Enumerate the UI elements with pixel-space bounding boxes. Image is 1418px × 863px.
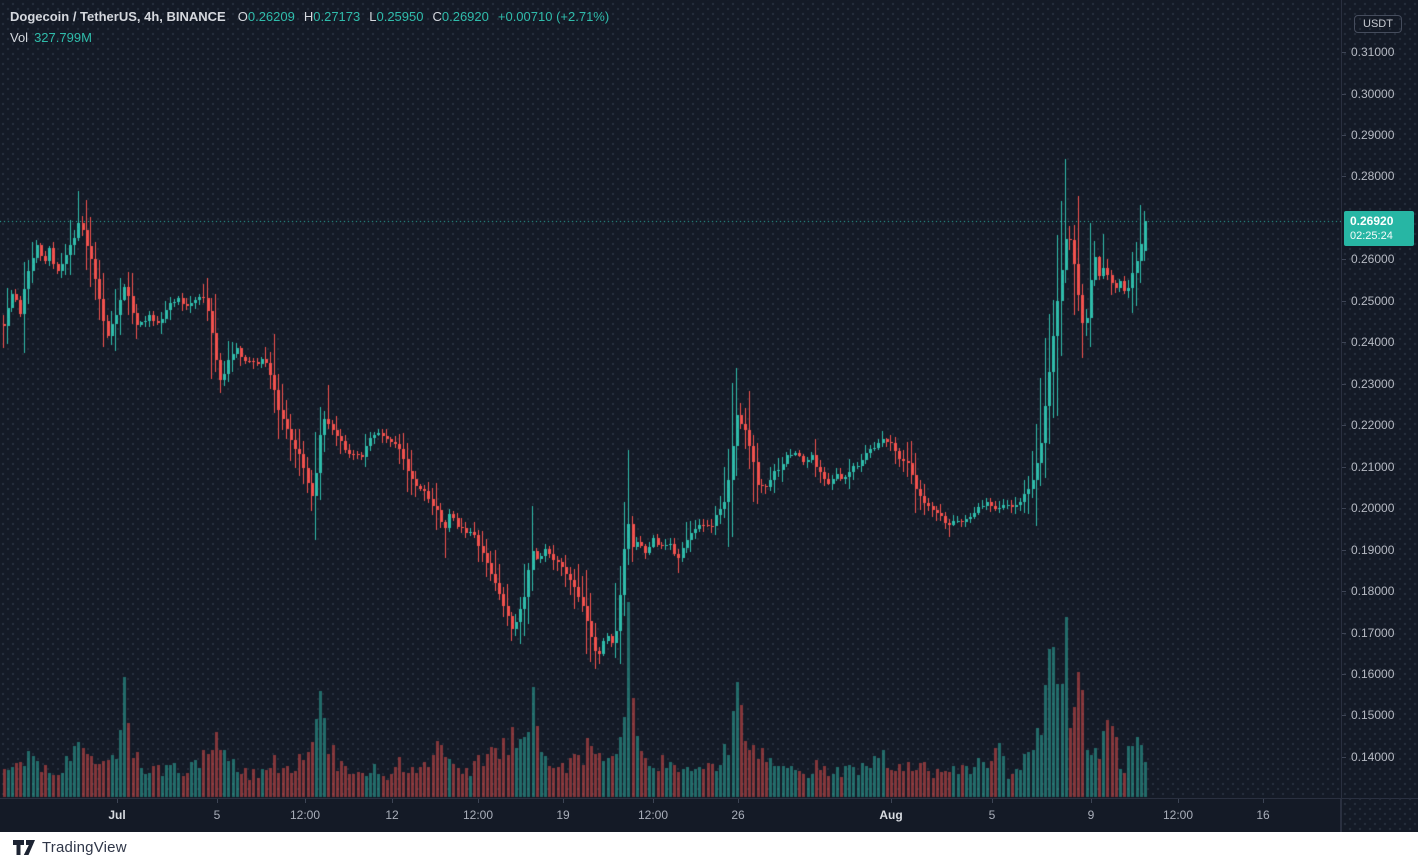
axis-corner-separator <box>1340 799 1341 833</box>
price-axis-tick <box>1342 135 1346 136</box>
price-axis-tick <box>1342 384 1346 385</box>
symbol-header: Dogecoin / TetherUS, 4h, BINANCE O0.26209… <box>10 7 609 48</box>
time-axis-label: Jul <box>108 808 126 822</box>
price-pane[interactable]: Dogecoin / TetherUS, 4h, BINANCE O0.26209… <box>0 0 1341 798</box>
time-axis-label: 26 <box>731 808 745 822</box>
price-axis-tick <box>1342 550 1346 551</box>
price-axis-label: 0.21000 <box>1351 460 1395 474</box>
ohlc-row: Dogecoin / TetherUS, 4h, BINANCE O0.26209… <box>10 7 609 27</box>
tradingview-brand[interactable]: TradingView <box>42 839 127 856</box>
price-axis-label: 0.25000 <box>1351 294 1395 308</box>
change-value: +0.00710 (+2.71%) <box>497 9 610 24</box>
footer-bar: TradingView <box>0 832 1418 863</box>
price-axis-tick <box>1342 52 1346 53</box>
time-axis-tick <box>117 799 118 803</box>
price-axis-tick <box>1342 715 1346 716</box>
time-axis-tick <box>392 799 393 803</box>
time-axis-label: 19 <box>556 808 570 822</box>
price-axis-tick <box>1342 467 1346 468</box>
price-canvas[interactable] <box>0 0 1341 798</box>
price-axis-tick <box>1342 633 1346 634</box>
price-axis-label: 0.24000 <box>1351 335 1395 349</box>
volume-value: 327.799M <box>34 30 92 45</box>
price-axis-tick <box>1342 342 1346 343</box>
time-axis-label: 5 <box>988 808 996 822</box>
price-axis-label: 0.30000 <box>1351 87 1395 101</box>
time-axis-label: Aug <box>879 808 903 822</box>
time-axis-label: 12:00 <box>289 808 321 822</box>
time-axis-label: 5 <box>213 808 221 822</box>
close-value: C0.26920 <box>432 9 489 24</box>
price-axis-label: 0.19000 <box>1351 543 1395 557</box>
last-price-badge: 0.26920 02:25:24 <box>1344 211 1414 246</box>
price-axis-tick <box>1342 176 1346 177</box>
last-price-value: 0.26920 <box>1350 214 1394 228</box>
price-axis-tick <box>1342 674 1346 675</box>
price-axis-label: 0.28000 <box>1351 169 1395 183</box>
time-axis-tick <box>305 799 306 803</box>
time-axis-tick <box>1263 799 1264 803</box>
time-axis-tick <box>478 799 479 803</box>
price-axis-label: 0.26000 <box>1351 252 1395 266</box>
time-axis-label: 12 <box>385 808 399 822</box>
price-axis-label: 0.22000 <box>1351 418 1395 432</box>
price-axis-label: 0.18000 <box>1351 584 1395 598</box>
time-axis-label: 9 <box>1087 808 1095 822</box>
time-axis-tick <box>217 799 218 803</box>
bar-countdown: 02:25:24 <box>1350 230 1393 242</box>
price-axis-label: 0.20000 <box>1351 501 1395 515</box>
price-axis-label: 0.14000 <box>1351 750 1395 764</box>
time-axis-label: 16 <box>1256 808 1270 822</box>
price-axis-tick <box>1342 301 1346 302</box>
symbol-title[interactable]: Dogecoin / TetherUS, 4h, BINANCE <box>10 9 226 24</box>
time-axis-label: 12:00 <box>462 808 494 822</box>
time-axis-tick <box>992 799 993 803</box>
currency-toggle-button[interactable]: USDT <box>1354 15 1402 33</box>
volume-label: Vol <box>10 30 29 45</box>
price-axis-tick <box>1342 757 1346 758</box>
time-axis-label: 12:00 <box>637 808 669 822</box>
time-axis[interactable]: Jul 5 12:00 12 12:00 19 12:00 26 Aug 5 9 12:00 16 <box>0 798 1418 833</box>
price-axis-tick <box>1342 591 1346 592</box>
volume-row: Vol 327.799M <box>10 28 609 48</box>
time-axis-tick <box>891 799 892 803</box>
low-value: L0.25950 <box>369 9 424 24</box>
tradingview-logo-icon[interactable] <box>13 840 35 855</box>
price-axis-label: 0.16000 <box>1351 667 1395 681</box>
time-axis-label: 12:00 <box>1162 808 1194 822</box>
price-axis-label: 0.15000 <box>1351 708 1395 722</box>
price-axis-tick <box>1342 94 1346 95</box>
price-axis-tick <box>1342 259 1346 260</box>
price-axis-tick <box>1342 508 1346 509</box>
price-axis-label: 0.17000 <box>1351 626 1395 640</box>
open-value: O0.26209 <box>237 9 295 24</box>
time-axis-tick <box>1091 799 1092 803</box>
price-axis-tick <box>1342 425 1346 426</box>
time-axis-tick <box>653 799 654 803</box>
price-axis-label: 0.29000 <box>1351 128 1395 142</box>
price-axis-label: 0.23000 <box>1351 377 1395 391</box>
time-axis-tick <box>1178 799 1179 803</box>
high-value: H0.27173 <box>303 9 361 24</box>
time-axis-tick <box>738 799 739 803</box>
price-axis[interactable]: USDT 0.26920 02:25:24 0.31000 0.30000 0.29… <box>1341 0 1418 832</box>
time-axis-tick <box>563 799 564 803</box>
price-axis-label: 0.31000 <box>1351 45 1395 59</box>
